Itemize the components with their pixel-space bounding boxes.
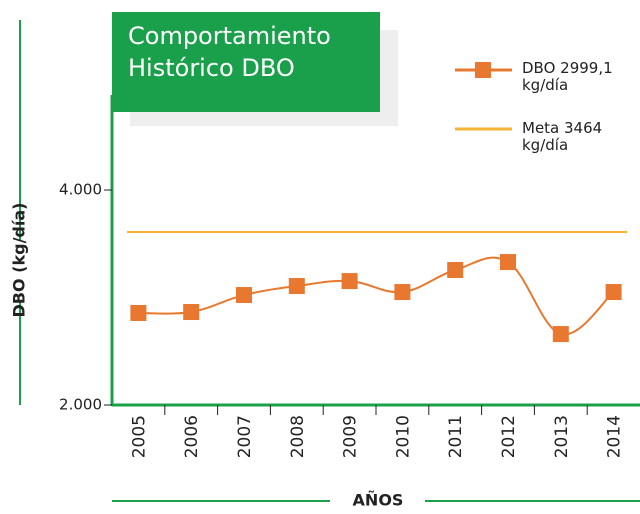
series-line [138, 256, 615, 336]
x-tick-label: 2009 [341, 415, 361, 458]
legend-label: DBO 2999,1 kg/día [522, 59, 613, 94]
x-axis-label: AÑOS [353, 491, 404, 510]
marker [183, 304, 200, 321]
x-tick-label: 2006 [182, 415, 202, 458]
x-tick-label: 2010 [393, 415, 413, 458]
marker [605, 284, 622, 301]
x-tick-label: 2005 [129, 415, 149, 458]
marker [552, 326, 569, 343]
legend-marker [475, 62, 491, 78]
x-tick-label: 2012 [499, 415, 519, 458]
marker [341, 273, 358, 290]
y-tick-label: 2.000 [59, 396, 102, 414]
marker [130, 304, 147, 321]
y-axis-label: DBO (kg/día) [10, 203, 29, 318]
marker [288, 278, 305, 295]
chart-title: Comportamiento Histórico DBO [128, 22, 331, 82]
marker [447, 261, 464, 278]
x-tick-label: 2007 [235, 415, 255, 458]
x-tick-label: 2011 [446, 415, 466, 458]
x-tick-label: 2013 [552, 415, 572, 458]
y-tick-label: 4.000 [59, 181, 102, 199]
marker [394, 284, 411, 301]
x-tick-label: 2014 [605, 415, 625, 458]
marker [500, 254, 516, 271]
marker [236, 287, 252, 304]
legend-label: Meta 3464 kg/día [522, 119, 603, 154]
title-box [112, 12, 380, 112]
x-tick-label: 2008 [288, 415, 308, 458]
